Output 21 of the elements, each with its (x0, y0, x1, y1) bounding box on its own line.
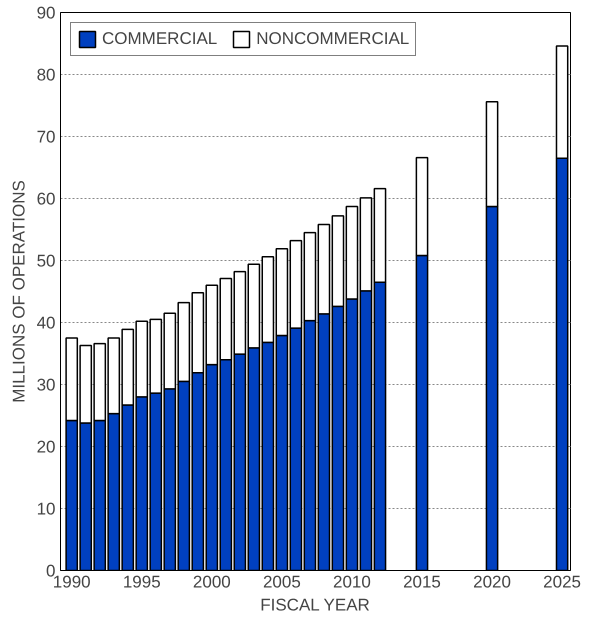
x-tick-label: 2015 (403, 572, 441, 592)
y-tick-label: 0 (46, 562, 56, 580)
legend-label: NONCOMMERCIAL (256, 29, 410, 49)
x-tick-label: 2025 (543, 572, 582, 592)
x-tick-label: 2010 (333, 572, 371, 592)
y-tick-label: 60 (36, 190, 56, 208)
x-tick-label: 1995 (122, 572, 161, 592)
y-tick-label: 40 (36, 314, 56, 332)
y-tick-label: 80 (36, 66, 56, 84)
y-tick-label: 50 (36, 252, 56, 270)
y-tick-label: 90 (36, 4, 56, 22)
y-tick-label: 70 (36, 128, 56, 146)
x-tick-label: 2005 (262, 572, 301, 592)
y-tick-label: 20 (36, 438, 56, 456)
x-tick-label: 2020 (473, 572, 511, 592)
y-tick-label: 10 (36, 500, 56, 518)
y-tick-label: 30 (36, 376, 56, 394)
y-axis-title: MILLIONS OF OPERATIONS (10, 180, 29, 403)
legend-label: COMMERCIAL (102, 29, 218, 49)
x-axis-title: FISCAL YEAR (260, 596, 370, 614)
x-tick-label: 2000 (192, 572, 231, 592)
